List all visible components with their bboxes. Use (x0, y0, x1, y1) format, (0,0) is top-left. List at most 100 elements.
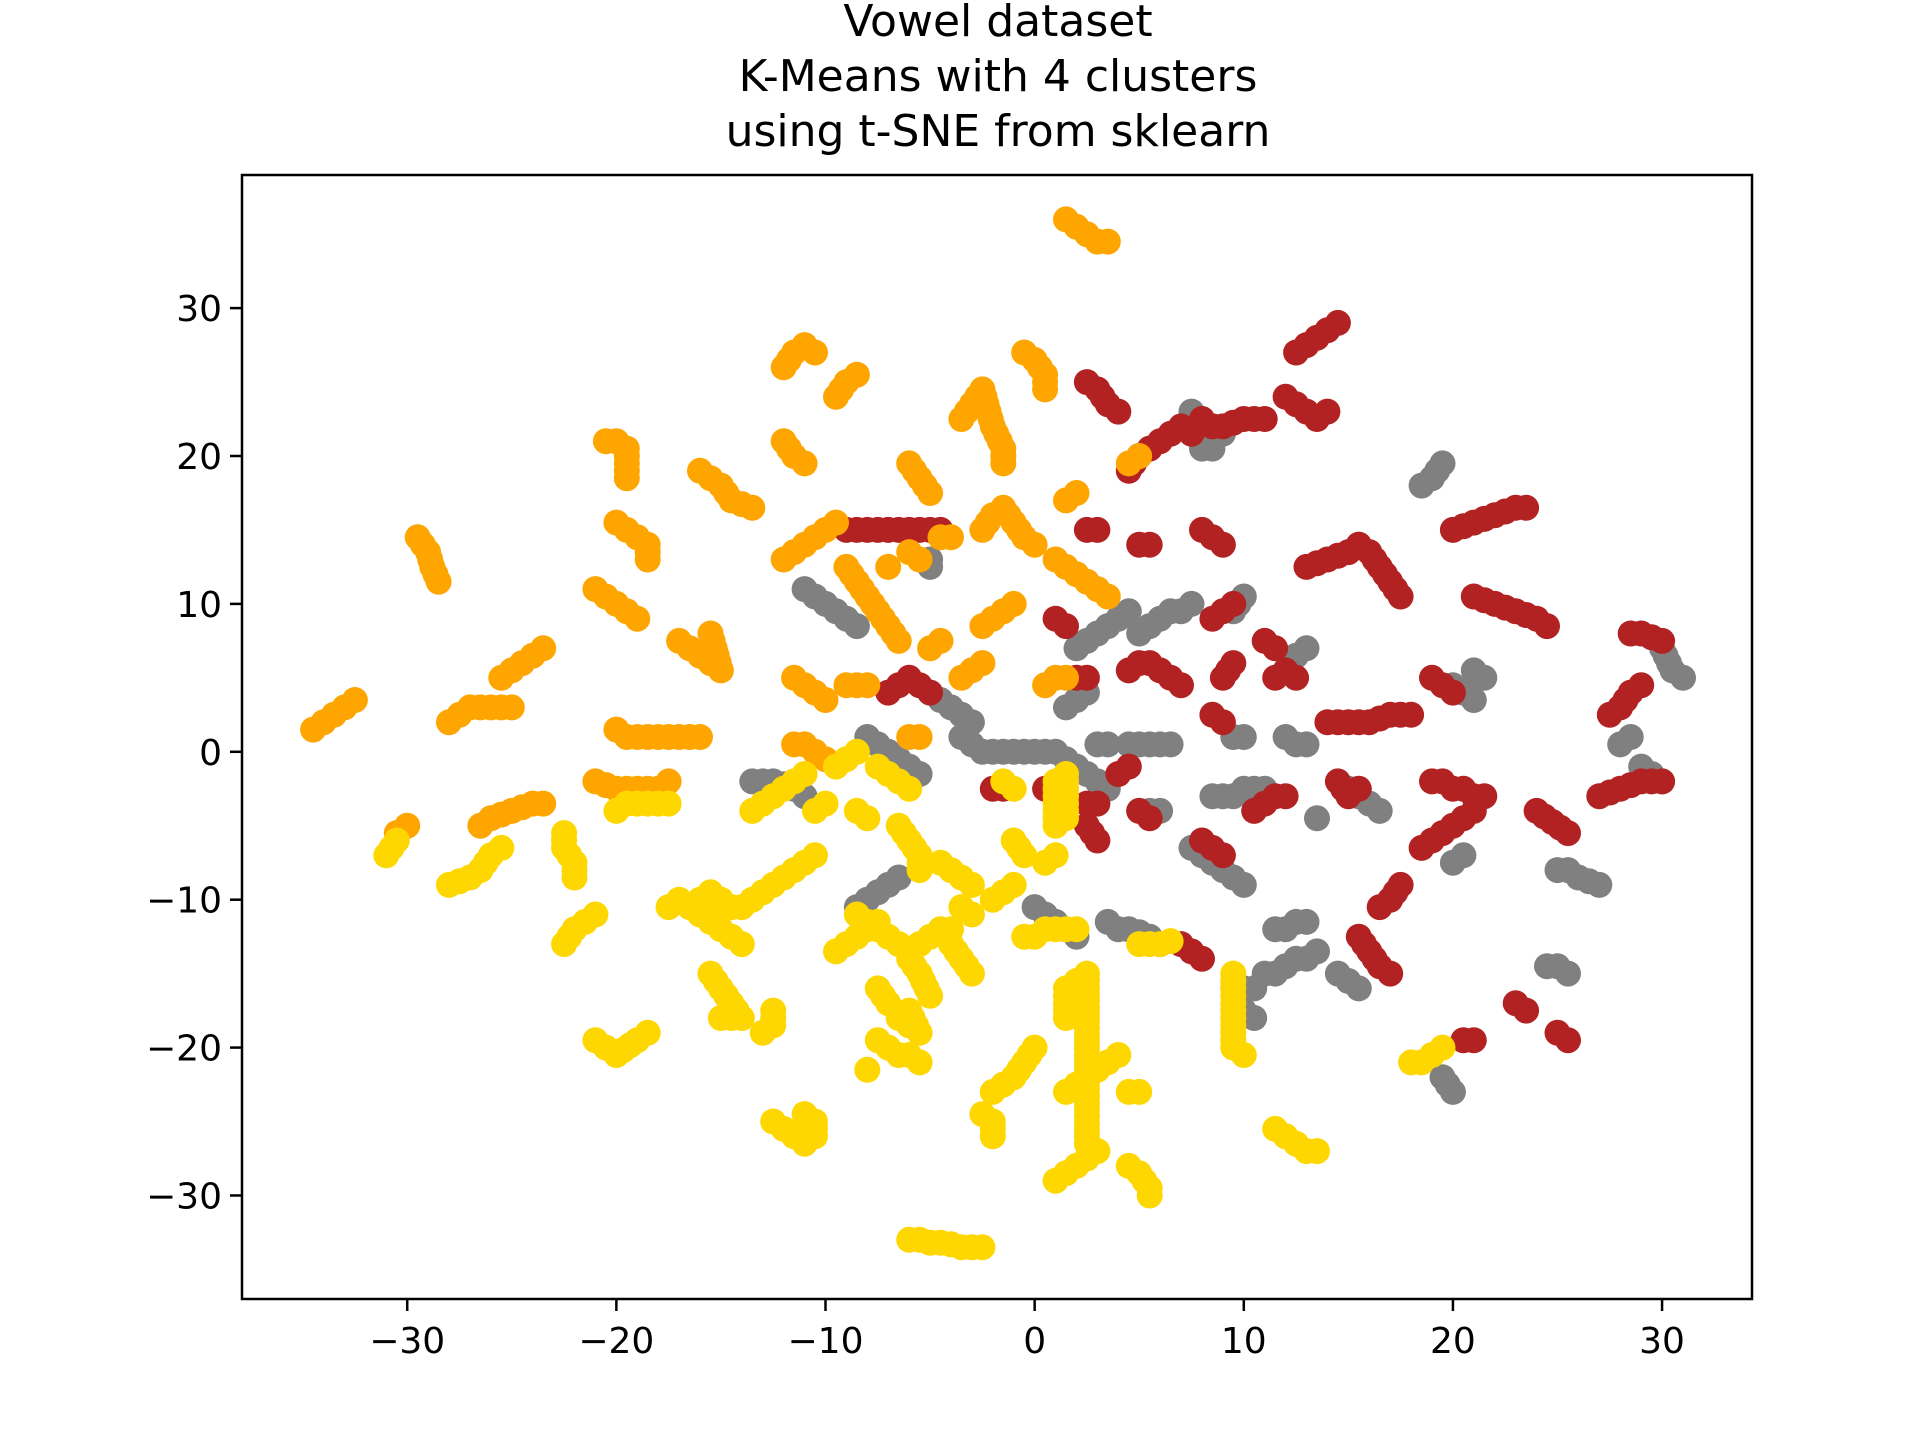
scatter-point (1460, 687, 1487, 713)
scatter-point (791, 1101, 818, 1128)
scatter-point (1283, 664, 1310, 691)
scatter-point (958, 901, 985, 928)
scatter-point (697, 620, 724, 647)
scatter-point (854, 1056, 881, 1083)
scatter-point (530, 635, 557, 662)
x-tick-label: −30 (369, 1321, 445, 1362)
scatter-point (613, 465, 640, 492)
scatter-point (1293, 635, 1320, 662)
scatter-point (1324, 309, 1351, 336)
x-tick-label: 0 (1023, 1321, 1046, 1362)
scatter-point (488, 834, 515, 861)
scatter-point (1094, 583, 1121, 610)
scatter-point (687, 724, 713, 750)
scatter-point (969, 1234, 996, 1261)
x-tick-label: 30 (1639, 1321, 1685, 1362)
scatter-point (802, 339, 828, 366)
scatter-point (1293, 731, 1320, 758)
scatter-point (1000, 775, 1027, 802)
scatter-point (1377, 960, 1404, 987)
scatter-point (906, 546, 933, 573)
y-tick-label: −20 (146, 1029, 222, 1070)
scatter-point (498, 694, 525, 721)
scatter-point (634, 546, 661, 573)
scatter-point (582, 901, 609, 928)
scatter-point (341, 687, 368, 713)
scatter-point (1126, 1078, 1153, 1105)
scatter-point (1534, 613, 1560, 640)
x-tick-label: 20 (1430, 1321, 1476, 1362)
scatter-point (1105, 1042, 1132, 1068)
scatter-point (1272, 783, 1299, 810)
y-tick-label: 30 (176, 289, 222, 330)
scatter-point (1304, 1138, 1330, 1165)
scatter-point (1115, 753, 1142, 780)
scatter-point (843, 361, 870, 388)
scatter-point (1094, 731, 1121, 758)
scatter-point (561, 864, 588, 891)
scatter-point (1429, 450, 1456, 477)
scatter-point (1439, 679, 1466, 706)
scatter-point (728, 931, 755, 958)
scatter-point (1021, 1034, 1048, 1061)
scatter-point (802, 842, 828, 869)
scatter-point (938, 524, 964, 551)
scatter-point (760, 997, 787, 1024)
scatter-point (854, 805, 881, 832)
x-axis: −30 −20 −10 0 10 20 30 (369, 1299, 1685, 1362)
scatter-point (812, 790, 839, 817)
scatter-point (1000, 871, 1027, 898)
y-tick-label: 10 (176, 585, 222, 626)
scatter-point (1649, 627, 1676, 654)
scatter-point (1471, 664, 1498, 691)
scatter-point (906, 724, 933, 750)
scatter-point (896, 775, 923, 802)
scatter-point (1000, 590, 1027, 617)
scatter-point (1617, 724, 1644, 750)
scatter-point (854, 672, 881, 699)
chart-title: Vowel dataset K-Means with 4 clusters us… (726, 0, 1271, 157)
scatter-point (917, 982, 944, 1009)
scatter-point (791, 450, 818, 477)
scatter-point (1345, 975, 1372, 1002)
scatter-point (634, 1019, 661, 1046)
scatter-point (791, 761, 818, 787)
y-axis: −30 −20 −10 0 10 20 30 (146, 289, 242, 1217)
scatter-point (1220, 650, 1247, 677)
scatter-point (1084, 827, 1111, 854)
scatter-point (875, 553, 902, 580)
y-tick-label: −30 (146, 1176, 222, 1217)
scatter-point (1032, 376, 1059, 403)
scatter-point (823, 509, 849, 536)
scatter-point (927, 627, 954, 654)
scatter-point (383, 827, 410, 854)
scatter-point (1209, 842, 1236, 869)
scatter-point (1230, 871, 1257, 898)
scatter-point (1220, 590, 1247, 617)
scatter-point (1450, 842, 1477, 869)
chart-title-line-1: Vowel dataset (843, 0, 1152, 47)
scatter-point (1063, 916, 1090, 943)
scatter-point (1094, 228, 1121, 255)
scatter-point (530, 790, 557, 817)
scatter-point (1136, 1182, 1163, 1209)
scatter-point (990, 450, 1017, 477)
scatter-point (1136, 531, 1163, 558)
scatter-point (958, 871, 985, 898)
scatter-point (1555, 820, 1581, 847)
scatter-point (969, 650, 996, 677)
scatter-point (917, 480, 944, 506)
scatter-point (1304, 938, 1330, 965)
scatter-point (1387, 871, 1414, 898)
scatter-point (425, 568, 452, 595)
plot-area-frame (240, 173, 1754, 1301)
scatter-point (1073, 1130, 1100, 1157)
scatter-point (1168, 672, 1194, 699)
scatter-point (1053, 664, 1079, 691)
scatter-point (1251, 406, 1278, 432)
scatter-point (1115, 598, 1142, 625)
scatter-point (906, 1019, 933, 1046)
scatter-point (1513, 997, 1540, 1024)
scatter-point (1324, 768, 1351, 795)
